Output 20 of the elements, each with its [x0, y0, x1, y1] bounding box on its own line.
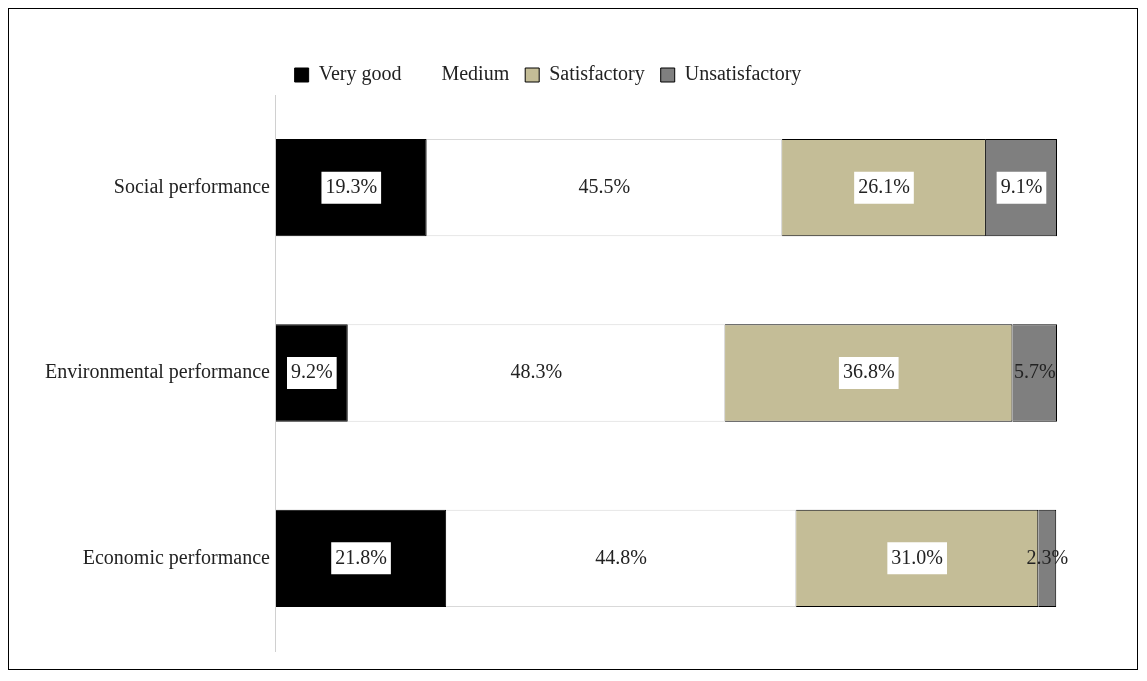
legend-label: Satisfactory: [549, 62, 645, 86]
legend-label: Unsatisfactory: [684, 62, 802, 86]
data-label: 31.0%: [891, 545, 944, 568]
y-tick-label: Economic performance: [82, 545, 271, 569]
bar: [275, 139, 427, 237]
data-label: 9.1%: [1000, 174, 1043, 197]
data-label: 21.8%: [335, 545, 387, 568]
bar: [275, 509, 447, 607]
data-label: 26.1%: [858, 174, 910, 197]
data-label: 44.8%: [595, 545, 647, 568]
data-label: 5.7%: [1013, 360, 1056, 383]
text: Medium: [441, 62, 510, 85]
y-tick-label: Environmental performance: [45, 360, 271, 384]
data-label: 9.2%: [291, 360, 333, 383]
data-label: 19.3%: [325, 174, 378, 197]
data-label: 45.5%: [578, 174, 631, 197]
legend-label: Very good: [318, 62, 402, 86]
data-label: 36.8%: [842, 360, 895, 383]
data-label: 48.3%: [510, 360, 563, 383]
y-tick-label: Social performance: [113, 174, 271, 198]
